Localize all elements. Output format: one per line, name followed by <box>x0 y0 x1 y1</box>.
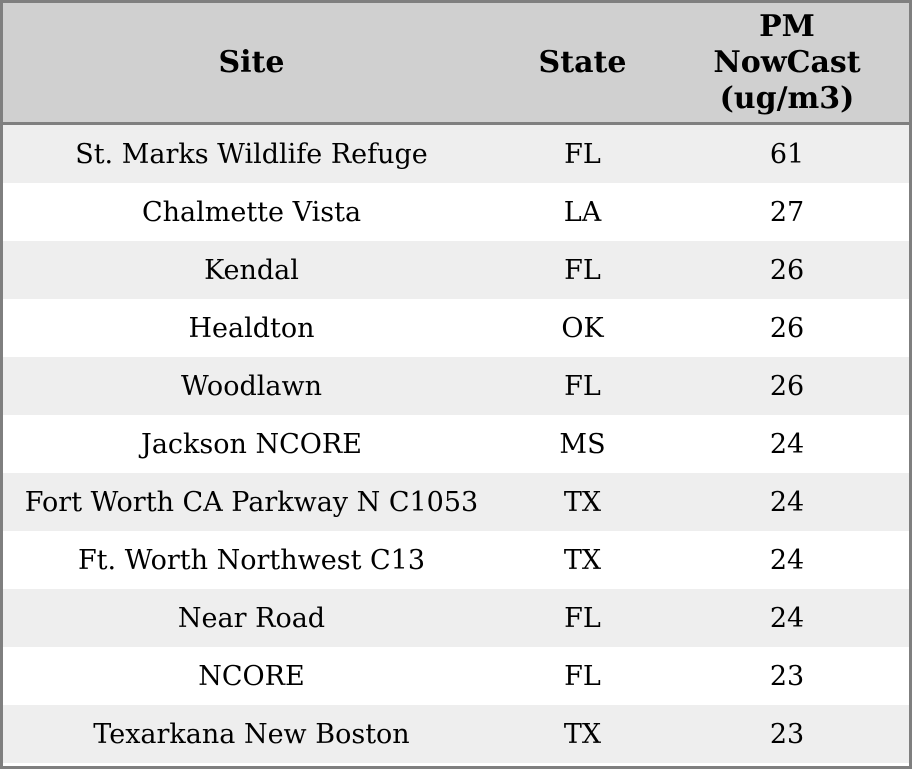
pm-nowcast-cell: 61 <box>769 138 805 170</box>
site-cell: Texarkana New Boston <box>93 718 410 750</box>
column-header-site: Site <box>218 44 285 80</box>
column-header-state: State <box>538 44 627 80</box>
site-cell: Chalmette Vista <box>141 196 362 228</box>
pm-nowcast-cell: 23 <box>769 660 805 692</box>
pm-nowcast-cell: 26 <box>769 254 805 286</box>
state-cell: MS <box>559 428 606 460</box>
pm-nowcast-cell: 23 <box>769 718 805 750</box>
site-cell: Fort Worth CA Parkway N C1053 <box>24 486 479 518</box>
table-header-row: Site State PM NowCast (ug/m3) <box>3 3 909 125</box>
table-row: Fort Worth CA Parkway N C1053 TX 24 <box>3 473 909 531</box>
site-cell: Woodlawn <box>181 370 322 402</box>
state-cell: TX <box>563 718 602 750</box>
site-cell: Kendal <box>204 254 299 286</box>
state-cell: TX <box>563 544 602 576</box>
pm-nowcast-cell: 26 <box>769 312 805 344</box>
pm-nowcast-cell: 24 <box>769 486 805 518</box>
table-row: St. Marks Wildlife Refuge FL 61 <box>3 125 909 183</box>
state-cell: LA <box>563 196 602 228</box>
state-cell: TX <box>563 486 602 518</box>
state-cell: OK <box>561 312 604 344</box>
state-cell: FL <box>564 660 601 692</box>
table-row: Jackson NCORE MS 24 <box>3 415 909 473</box>
pm-nowcast-cell: 26 <box>769 370 805 402</box>
site-cell: Jackson NCORE <box>141 428 362 460</box>
table-row: Texarkana New Boston TX 23 <box>3 705 909 763</box>
site-cell: St. Marks Wildlife Refuge <box>75 138 428 170</box>
table-row: NCORE FL 23 <box>3 647 909 705</box>
state-cell: FL <box>564 602 601 634</box>
table-row: Near Road FL 24 <box>3 589 909 647</box>
state-cell: FL <box>564 138 601 170</box>
pm-nowcast-cell: 24 <box>769 602 805 634</box>
pm-nowcast-cell: 24 <box>769 544 805 576</box>
state-cell: FL <box>564 254 601 286</box>
table-row: Ft. Worth Northwest C13 TX 24 <box>3 531 909 589</box>
site-cell: Ft. Worth Northwest C13 <box>77 544 426 576</box>
table-body: St. Marks Wildlife Refuge FL 61 Chalmette V… <box>3 125 909 763</box>
table-row: Kendal FL 26 <box>3 241 909 299</box>
table-row: Woodlawn FL 26 <box>3 357 909 415</box>
table-row: Healdton OK 26 <box>3 299 909 357</box>
pm-nowcast-cell: 27 <box>769 196 805 228</box>
site-cell: Healdton <box>188 312 315 344</box>
column-header-pm-nowcast: PM NowCast (ug/m3) <box>713 8 861 116</box>
state-cell: FL <box>564 370 601 402</box>
table-row: Chalmette Vista LA 27 <box>3 183 909 241</box>
pm-nowcast-cell: 24 <box>769 428 805 460</box>
site-cell: NCORE <box>198 660 305 692</box>
site-cell: Near Road <box>177 602 326 634</box>
